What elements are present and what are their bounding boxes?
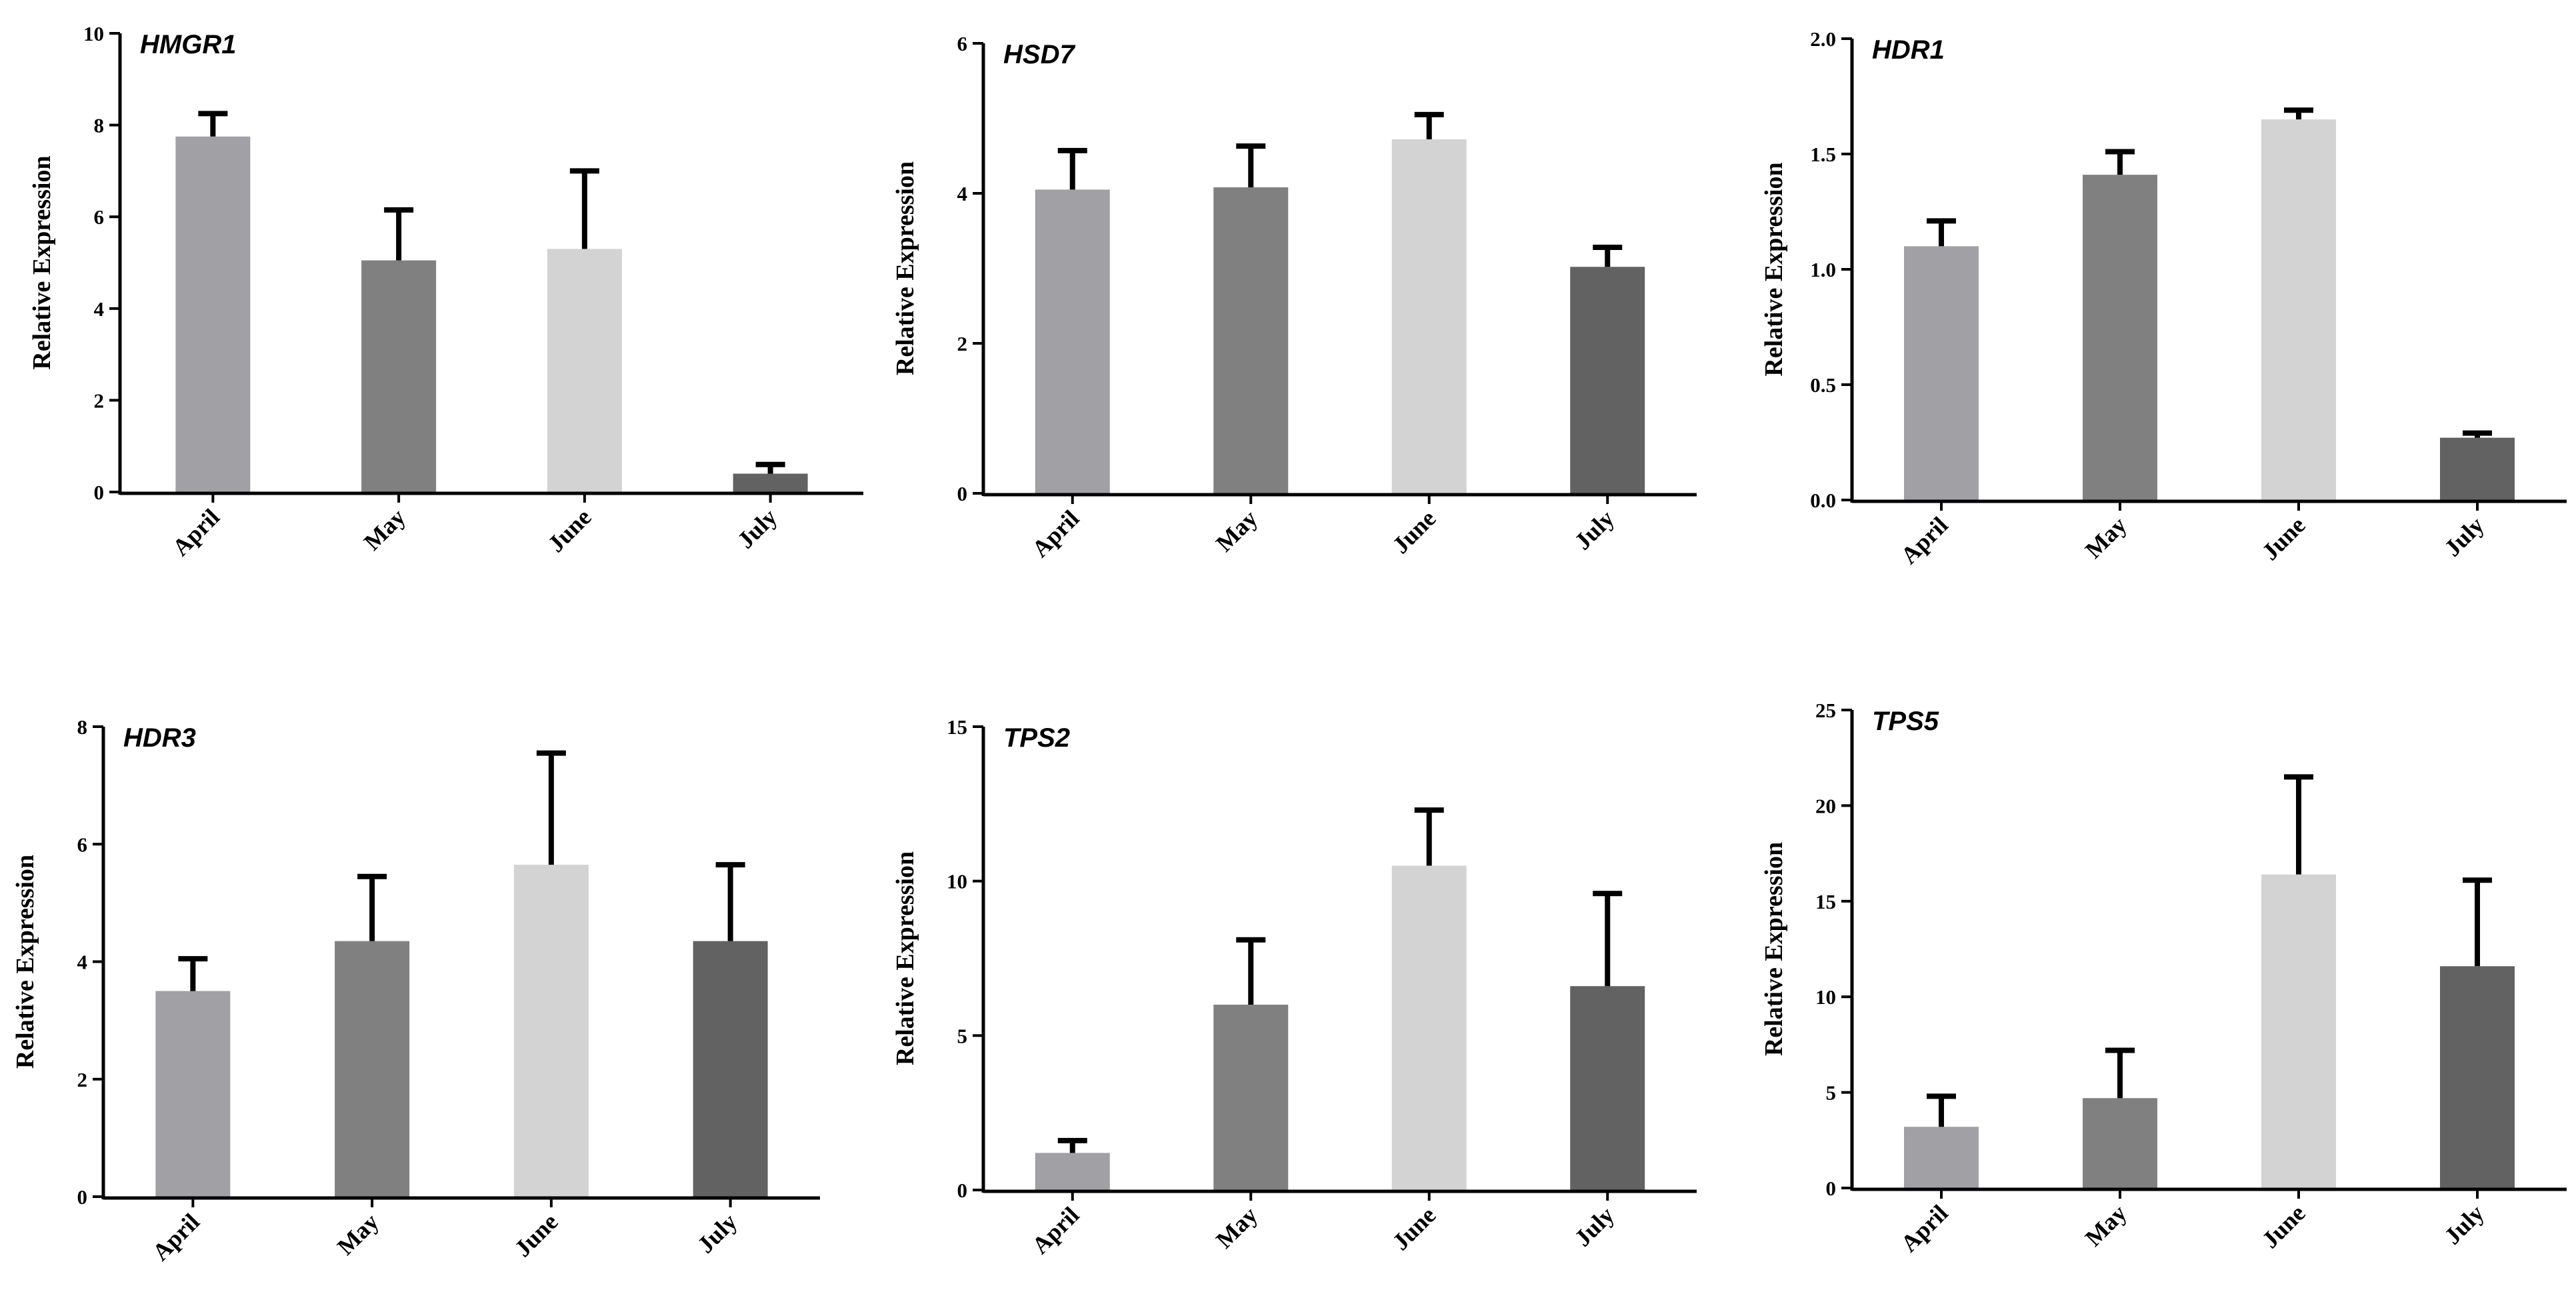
y-tick-label: 4 [94, 297, 105, 321]
panel-title: HDR3 [123, 723, 196, 753]
panel-title: TPS2 [1003, 723, 1070, 753]
y-tick-label: 10 [83, 22, 104, 45]
panel-title: HMGR1 [140, 30, 236, 59]
bar-april [1904, 1127, 1979, 1188]
x-tick-label-april: April [167, 503, 225, 561]
bar-may [1213, 187, 1289, 493]
chart-panel-4: April May June July 0 2 4 6 8 Relative Expression… [11, 715, 820, 1266]
y-tick-label: 8 [77, 715, 88, 739]
y-axis-label: Relative Expression [1760, 842, 1788, 1056]
bar-july [2440, 966, 2515, 1188]
y-tick-label: 4 [77, 951, 88, 974]
chart-panel-2: April May June July 0 2 4 6 Relative Expression H… [891, 32, 1697, 563]
bar-april [1035, 1153, 1110, 1190]
chart-panel-5: April May June July 0 5 10 15 Relative Expressio… [891, 715, 1697, 1259]
panel-title: TPS5 [1872, 707, 1939, 736]
bar-june [1391, 139, 1467, 493]
bar-july [693, 941, 768, 1197]
bar-may [361, 260, 437, 492]
panel-title: HDR1 [1872, 35, 1945, 65]
x-tick-label-june: June [543, 503, 597, 557]
y-tick-label: 1.5 [1810, 143, 1836, 166]
y-tick-label: 15 [1815, 890, 1836, 913]
bar-may [2083, 1098, 2157, 1188]
y-tick-label: 0 [1826, 1177, 1837, 1200]
y-tick-label: 10 [1815, 985, 1836, 1009]
y-tick-label: 1.0 [1810, 258, 1836, 281]
bar-june [2261, 119, 2336, 501]
bar-may [2083, 175, 2157, 500]
y-tick-label: 4 [957, 182, 968, 205]
x-tick-label-may: May [2080, 511, 2132, 563]
y-tick-label: 8 [94, 114, 105, 137]
bar-may [335, 941, 410, 1197]
y-tick-label: 6 [77, 833, 88, 856]
bar-may [1213, 1005, 1289, 1190]
x-tick-label-june: June [2257, 511, 2311, 565]
x-tick-label-may: May [1211, 505, 1263, 557]
bar-june [1391, 865, 1467, 1190]
y-tick-label: 2 [94, 389, 105, 412]
bar-june [2261, 874, 2336, 1188]
y-tick-label: 0 [957, 1179, 968, 1202]
chart-panel-6: April May June July 0 5 10 15 20 25 Relative Expre… [1760, 699, 2567, 1257]
bar-april [155, 991, 231, 1197]
y-axis-label: Relative Expression [28, 155, 56, 369]
chart-panel-3: April May June July 0.0 0.5 1.0 1.5 2.0 Relative … [1760, 27, 2567, 569]
y-tick-label: 6 [957, 32, 968, 55]
x-tick-label-may: May [332, 1208, 384, 1260]
bar-april [1035, 189, 1110, 493]
y-axis-label: Relative Expression [891, 851, 919, 1065]
x-tick-label-june: June [509, 1208, 563, 1262]
y-tick-label: 10 [947, 870, 967, 893]
y-tick-label: 5 [957, 1024, 968, 1047]
x-tick-label-july: July [1569, 1201, 1619, 1251]
x-tick-label-may: May [359, 503, 411, 555]
bar-july [1570, 267, 1645, 493]
y-tick-label: 0 [77, 1185, 88, 1209]
x-tick-label-april: April [147, 1208, 205, 1265]
x-tick-label-april: April [1027, 505, 1084, 562]
x-tick-label-may: May [1211, 1201, 1263, 1253]
bar-june [513, 865, 589, 1197]
x-tick-label-july: July [2439, 511, 2489, 561]
x-tick-label-april: April [1895, 511, 1953, 569]
bar-april [1904, 246, 1979, 500]
x-tick-label-june: June [1387, 1201, 1441, 1255]
y-tick-label: 5 [1826, 1081, 1837, 1105]
x-tick-label-july: July [692, 1208, 742, 1258]
bar-july [2440, 437, 2515, 500]
bar-july [1570, 986, 1645, 1190]
y-axis-label: Relative Expression [1760, 162, 1788, 376]
x-tick-label-may: May [2080, 1199, 2132, 1251]
y-tick-label: 0.5 [1810, 373, 1836, 397]
y-axis-label: Relative Expression [891, 161, 919, 375]
bar-april [175, 136, 251, 493]
panel-title: HSD7 [1003, 40, 1075, 69]
bar-july [733, 473, 808, 492]
y-tick-label: 6 [94, 205, 105, 229]
y-tick-label: 25 [1815, 699, 1836, 722]
y-tick-label: 0 [957, 482, 968, 505]
chart-panel-1: April May June July 0 2 4 6 8 10 Relative Expressi… [28, 22, 863, 561]
y-tick-label: 2.0 [1810, 27, 1836, 51]
y-tick-label: 2 [77, 1068, 88, 1091]
y-tick-label: 20 [1815, 794, 1836, 817]
x-tick-label-july: July [2439, 1199, 2489, 1249]
x-tick-label-july: July [732, 503, 782, 553]
y-tick-label: 2 [957, 332, 968, 355]
x-tick-label-april: April [1027, 1201, 1084, 1259]
y-tick-label: 0 [94, 481, 105, 504]
y-tick-label: 0.0 [1810, 489, 1836, 512]
x-tick-label-june: June [2257, 1199, 2311, 1253]
x-tick-label-april: April [1895, 1199, 1953, 1257]
bar-june [547, 249, 622, 492]
x-tick-label-june: June [1387, 505, 1441, 559]
y-tick-label: 15 [947, 715, 967, 739]
x-tick-label-july: July [1569, 505, 1619, 555]
y-axis-label: Relative Expression [11, 855, 39, 1069]
